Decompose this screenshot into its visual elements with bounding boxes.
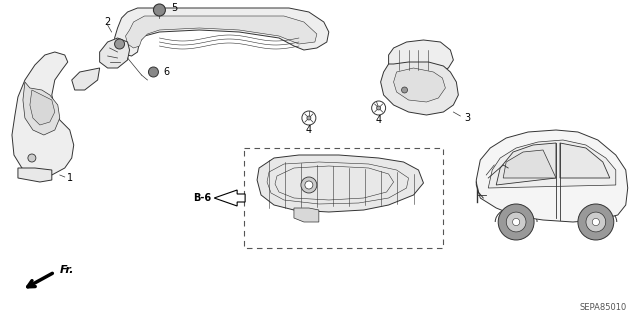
- Bar: [244, 148, 444, 248]
- Circle shape: [498, 204, 534, 240]
- Polygon shape: [100, 38, 129, 68]
- Circle shape: [513, 219, 520, 226]
- Circle shape: [301, 177, 317, 193]
- Circle shape: [28, 154, 36, 162]
- Polygon shape: [496, 143, 556, 185]
- Text: 6: 6: [163, 67, 170, 77]
- Polygon shape: [503, 150, 556, 178]
- Circle shape: [305, 181, 313, 189]
- Polygon shape: [388, 40, 453, 76]
- Polygon shape: [381, 62, 458, 115]
- Polygon shape: [30, 90, 55, 125]
- Polygon shape: [488, 140, 616, 188]
- Circle shape: [154, 4, 165, 16]
- Polygon shape: [23, 82, 60, 135]
- Text: Fr.: Fr.: [60, 265, 74, 275]
- Polygon shape: [115, 8, 329, 56]
- Circle shape: [578, 204, 614, 240]
- Circle shape: [506, 212, 526, 232]
- Polygon shape: [476, 130, 628, 222]
- Text: 5: 5: [172, 3, 178, 13]
- Circle shape: [592, 219, 600, 226]
- Circle shape: [586, 212, 605, 232]
- Polygon shape: [72, 68, 100, 90]
- Text: 4: 4: [306, 125, 312, 135]
- Polygon shape: [125, 16, 317, 48]
- Text: SEPA85010: SEPA85010: [580, 303, 627, 313]
- Text: 1: 1: [67, 173, 73, 183]
- Text: 4: 4: [376, 115, 381, 125]
- Text: 3: 3: [465, 113, 470, 123]
- Polygon shape: [294, 208, 319, 222]
- Circle shape: [148, 67, 159, 77]
- Circle shape: [377, 106, 381, 110]
- Circle shape: [401, 87, 408, 93]
- Text: B-6: B-6: [193, 193, 211, 203]
- Polygon shape: [560, 143, 610, 178]
- Polygon shape: [257, 155, 424, 212]
- Circle shape: [307, 116, 311, 120]
- Circle shape: [115, 39, 125, 49]
- Polygon shape: [12, 52, 74, 175]
- Text: 2: 2: [104, 17, 111, 27]
- Polygon shape: [214, 190, 245, 206]
- Polygon shape: [394, 68, 445, 102]
- Polygon shape: [18, 168, 52, 182]
